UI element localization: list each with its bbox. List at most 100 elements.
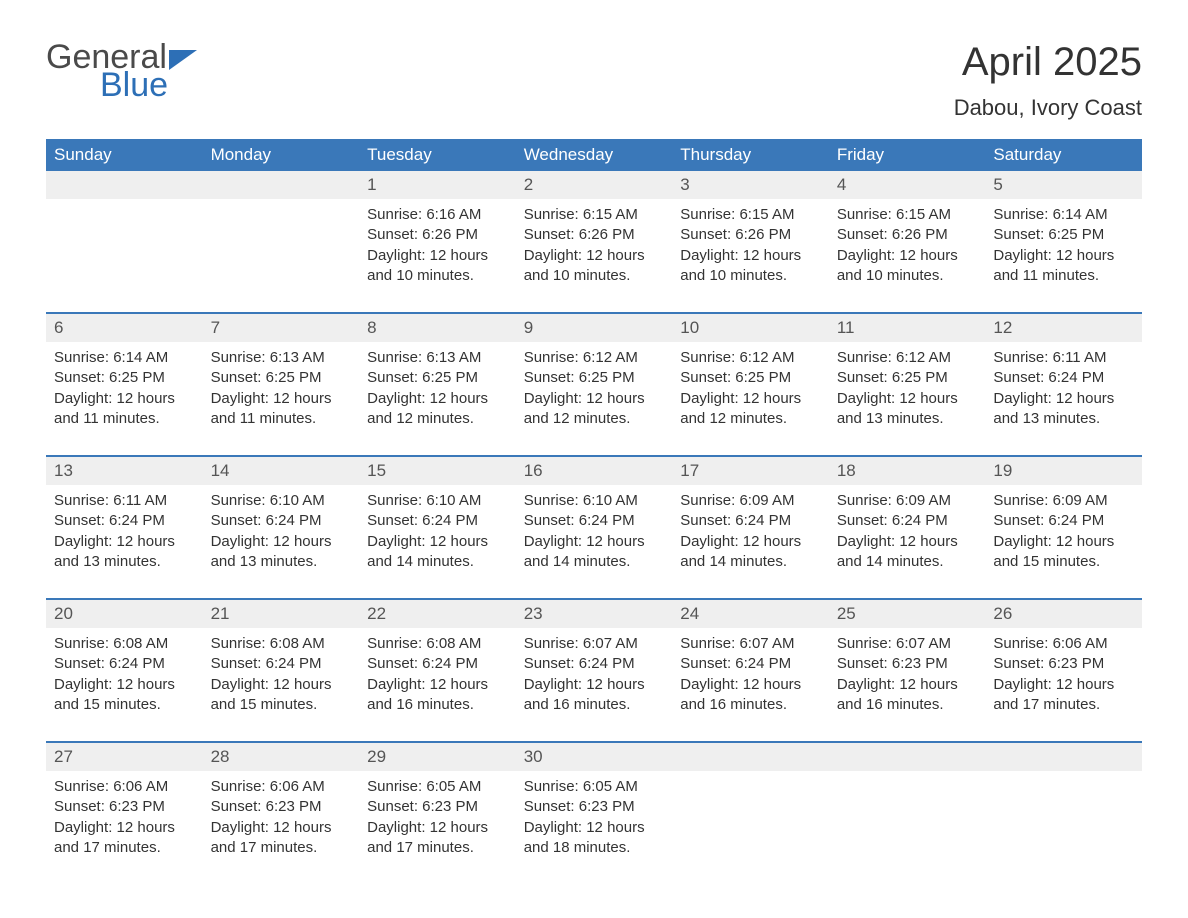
day-sr: Sunrise: 6:06 AM	[54, 777, 195, 797]
day-sr: Sunrise: 6:12 AM	[837, 348, 978, 368]
day-d2: and 16 minutes.	[837, 695, 978, 715]
day-number-cell: 13	[46, 457, 203, 485]
day-d2: and 15 minutes.	[211, 695, 352, 715]
day-number-cell: 28	[203, 743, 360, 771]
day-sr: Sunrise: 6:10 AM	[367, 491, 508, 511]
day-ss: Sunset: 6:25 PM	[367, 368, 508, 388]
day-ss: Sunset: 6:24 PM	[993, 368, 1134, 388]
day-d1: Daylight: 12 hours	[367, 675, 508, 695]
day-detail-cell: Sunrise: 6:08 AMSunset: 6:24 PMDaylight:…	[46, 628, 203, 742]
day-sr: Sunrise: 6:06 AM	[993, 634, 1134, 654]
day-d2: and 18 minutes.	[524, 838, 665, 858]
day-d1: Daylight: 12 hours	[54, 532, 195, 552]
day-detail-cell: Sunrise: 6:05 AMSunset: 6:23 PMDaylight:…	[359, 771, 516, 884]
day-sr: Sunrise: 6:06 AM	[211, 777, 352, 797]
day-number-cell	[829, 743, 986, 771]
day-detail-cell: Sunrise: 6:12 AMSunset: 6:25 PMDaylight:…	[829, 342, 986, 456]
day-detail-cell: Sunrise: 6:06 AMSunset: 6:23 PMDaylight:…	[46, 771, 203, 884]
day-number-cell: 8	[359, 314, 516, 342]
day-ss: Sunset: 6:26 PM	[680, 225, 821, 245]
day-number-cell: 14	[203, 457, 360, 485]
day-number-cell: 7	[203, 314, 360, 342]
day-number-cell: 17	[672, 457, 829, 485]
day-ss: Sunset: 6:25 PM	[680, 368, 821, 388]
day-number-cell: 4	[829, 171, 986, 199]
day-number-row: 20212223242526	[46, 600, 1142, 628]
day-d1: Daylight: 12 hours	[837, 389, 978, 409]
day-d2: and 15 minutes.	[993, 552, 1134, 572]
day-d1: Daylight: 12 hours	[211, 532, 352, 552]
day-detail-row: Sunrise: 6:06 AMSunset: 6:23 PMDaylight:…	[46, 771, 1142, 884]
day-sr: Sunrise: 6:14 AM	[54, 348, 195, 368]
day-number-cell	[985, 743, 1142, 771]
day-ss: Sunset: 6:26 PM	[837, 225, 978, 245]
day-d2: and 16 minutes.	[367, 695, 508, 715]
calendar-table: SundayMondayTuesdayWednesdayThursdayFrid…	[46, 139, 1142, 884]
day-d1: Daylight: 12 hours	[211, 818, 352, 838]
day-ss: Sunset: 6:24 PM	[837, 511, 978, 531]
brand-word-2: Blue	[100, 68, 197, 102]
day-d2: and 14 minutes.	[837, 552, 978, 572]
day-number-cell: 10	[672, 314, 829, 342]
day-number-cell: 20	[46, 600, 203, 628]
day-ss: Sunset: 6:24 PM	[993, 511, 1134, 531]
day-ss: Sunset: 6:25 PM	[993, 225, 1134, 245]
page-header: General Blue April 2025 Dabou, Ivory Coa…	[46, 40, 1142, 121]
day-sr: Sunrise: 6:09 AM	[680, 491, 821, 511]
brand-triangle-icon	[169, 50, 197, 70]
day-detail-cell	[672, 771, 829, 884]
day-detail-cell: Sunrise: 6:13 AMSunset: 6:25 PMDaylight:…	[203, 342, 360, 456]
day-detail-cell: Sunrise: 6:10 AMSunset: 6:24 PMDaylight:…	[516, 485, 673, 599]
day-ss: Sunset: 6:25 PM	[524, 368, 665, 388]
day-detail-cell	[46, 199, 203, 313]
day-ss: Sunset: 6:24 PM	[54, 511, 195, 531]
day-number-cell: 18	[829, 457, 986, 485]
day-ss: Sunset: 6:26 PM	[524, 225, 665, 245]
day-detail-cell: Sunrise: 6:14 AMSunset: 6:25 PMDaylight:…	[985, 199, 1142, 313]
day-d1: Daylight: 12 hours	[367, 818, 508, 838]
day-d2: and 17 minutes.	[367, 838, 508, 858]
day-number-cell: 1	[359, 171, 516, 199]
day-number-cell: 30	[516, 743, 673, 771]
day-detail-cell: Sunrise: 6:14 AMSunset: 6:25 PMDaylight:…	[46, 342, 203, 456]
day-ss: Sunset: 6:24 PM	[680, 654, 821, 674]
day-d2: and 16 minutes.	[680, 695, 821, 715]
day-d1: Daylight: 12 hours	[367, 532, 508, 552]
day-sr: Sunrise: 6:07 AM	[837, 634, 978, 654]
day-d1: Daylight: 12 hours	[837, 246, 978, 266]
day-header: Wednesday	[516, 139, 673, 171]
day-detail-cell: Sunrise: 6:15 AMSunset: 6:26 PMDaylight:…	[516, 199, 673, 313]
month-title: April 2025	[954, 40, 1142, 85]
day-ss: Sunset: 6:24 PM	[367, 654, 508, 674]
day-detail-cell: Sunrise: 6:10 AMSunset: 6:24 PMDaylight:…	[359, 485, 516, 599]
day-number-cell	[203, 171, 360, 199]
day-header: Friday	[829, 139, 986, 171]
day-header: Thursday	[672, 139, 829, 171]
day-d2: and 14 minutes.	[524, 552, 665, 572]
day-detail-row: Sunrise: 6:11 AMSunset: 6:24 PMDaylight:…	[46, 485, 1142, 599]
day-sr: Sunrise: 6:13 AM	[211, 348, 352, 368]
day-d1: Daylight: 12 hours	[680, 389, 821, 409]
day-d2: and 14 minutes.	[680, 552, 821, 572]
day-number-cell: 9	[516, 314, 673, 342]
day-ss: Sunset: 6:24 PM	[211, 511, 352, 531]
day-sr: Sunrise: 6:05 AM	[524, 777, 665, 797]
day-sr: Sunrise: 6:13 AM	[367, 348, 508, 368]
day-d1: Daylight: 12 hours	[54, 389, 195, 409]
day-number-row: 27282930	[46, 743, 1142, 771]
day-d2: and 17 minutes.	[54, 838, 195, 858]
day-header: Sunday	[46, 139, 203, 171]
day-ss: Sunset: 6:24 PM	[367, 511, 508, 531]
day-sr: Sunrise: 6:11 AM	[54, 491, 195, 511]
day-d1: Daylight: 12 hours	[211, 389, 352, 409]
day-detail-cell: Sunrise: 6:09 AMSunset: 6:24 PMDaylight:…	[985, 485, 1142, 599]
day-d2: and 11 minutes.	[993, 266, 1134, 286]
day-ss: Sunset: 6:25 PM	[211, 368, 352, 388]
day-ss: Sunset: 6:24 PM	[54, 654, 195, 674]
day-d2: and 11 minutes.	[54, 409, 195, 429]
day-d1: Daylight: 12 hours	[524, 246, 665, 266]
day-number-cell: 24	[672, 600, 829, 628]
day-sr: Sunrise: 6:08 AM	[367, 634, 508, 654]
day-d1: Daylight: 12 hours	[680, 532, 821, 552]
day-number-cell: 23	[516, 600, 673, 628]
